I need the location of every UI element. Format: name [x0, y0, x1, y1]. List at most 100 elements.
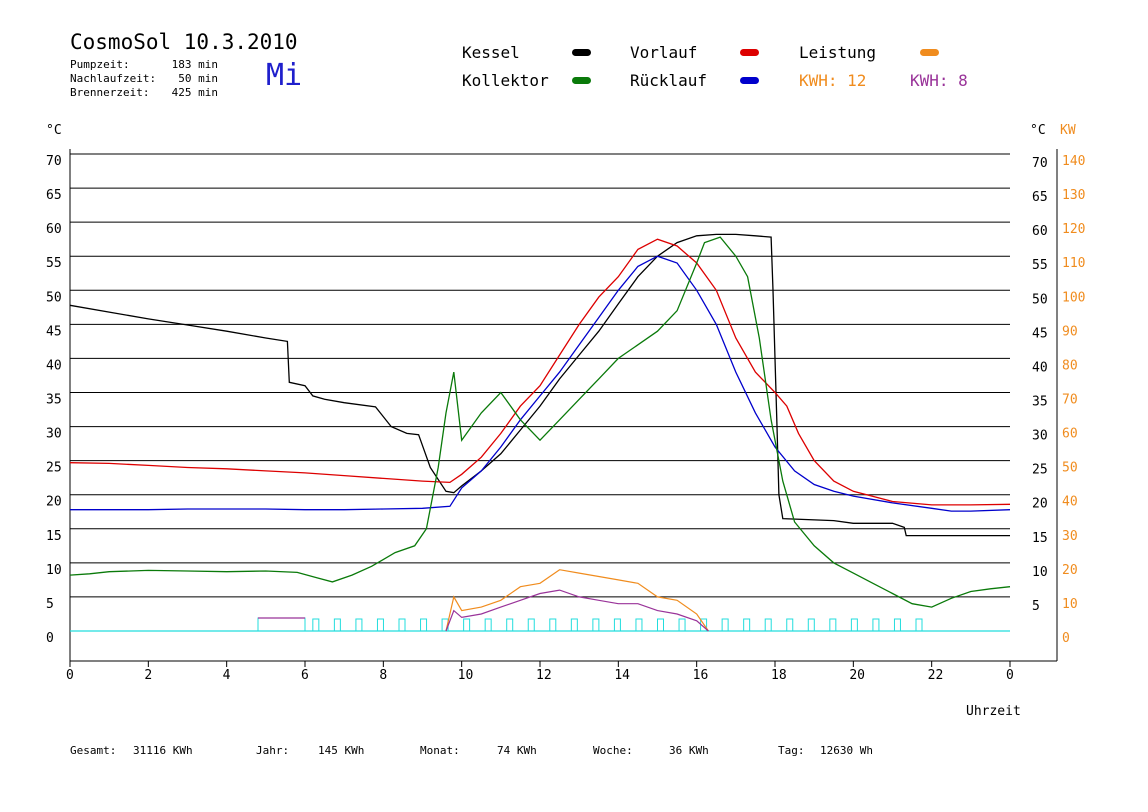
y-tick-label-right: 20 [1032, 497, 1048, 512]
pump-marker [721, 618, 729, 632]
x-tick-label: 4 [223, 668, 231, 683]
y-tick-label-kw: 100 [1062, 290, 1085, 305]
y-tick-label-right: 30 [1032, 429, 1048, 444]
pump-marker [786, 618, 794, 632]
pump-marker [807, 618, 815, 632]
y-tick-label-left: 15 [46, 529, 62, 544]
y-tick-label-kw: 0 [1062, 631, 1070, 646]
legend-kessel-label: Kessel [462, 43, 520, 62]
series-line-kollektor [69, 236, 1011, 608]
pump-marker [743, 618, 751, 632]
y-tick-label-right: 50 [1032, 292, 1048, 307]
y-axis-unit-right: °C [1030, 123, 1046, 138]
y-tick-label-kw: 10 [1062, 597, 1078, 612]
y-axis-unit-left: °C [46, 123, 62, 138]
y-tick-label-left: 60 [46, 222, 62, 237]
y-tick-label-right: 15 [1032, 531, 1048, 546]
pump-marker [829, 618, 837, 632]
y-tick-label-right: 10 [1032, 565, 1048, 580]
series-line-kessel [69, 233, 1010, 537]
y-axis-unit-kw: KW [1060, 123, 1076, 138]
brennerzeit-value: 425 min [171, 86, 218, 99]
legend-kollektor-swatch [572, 77, 591, 84]
legend-ruecklauf-swatch [740, 77, 759, 84]
footer-tag-value: 12630 Wh [820, 744, 873, 757]
pump-marker [872, 618, 880, 632]
y-tick-label-left: 50 [46, 290, 62, 305]
pump-marker [463, 618, 471, 632]
pump-marker [570, 618, 578, 632]
weekday-label: Mi [266, 58, 303, 93]
pump-marker [657, 618, 664, 632]
pump-marker [764, 618, 772, 632]
pump-marker [700, 618, 708, 632]
y-tick-label-kw: 20 [1062, 563, 1078, 578]
x-tick-label: 16 [693, 668, 709, 683]
series-line-leistung-2 [445, 589, 709, 632]
y-tick-label-left: 5 [46, 597, 54, 612]
x-tick-label: 2 [144, 668, 152, 683]
legend-leistung-label: Leistung [799, 43, 877, 62]
x-tick-label: 0 [66, 668, 74, 683]
pump-marker [893, 618, 901, 632]
y-tick-label-left: 35 [46, 393, 62, 408]
y-tick-label-left: 25 [46, 461, 62, 476]
y-tick-label-left: 40 [46, 358, 62, 373]
y-tick-label-right: 45 [1032, 326, 1048, 341]
pump-marker [484, 618, 492, 632]
footer-gesamt-label: Gesamt: [70, 744, 117, 757]
y-tick-label-right: 25 [1032, 463, 1048, 478]
nachlaufzeit-value: 50 min [178, 72, 218, 85]
pump-marker [527, 618, 535, 632]
pump-block-marker [257, 617, 306, 632]
pump-marker [549, 618, 557, 632]
y-tick-label-right: 5 [1032, 599, 1040, 614]
legend-leistung-swatch [920, 49, 939, 56]
x-tick-label: 18 [771, 668, 787, 683]
pump-marker [420, 618, 428, 632]
footer-jahr-value: 145 KWh [318, 744, 365, 757]
x-tick-label: 8 [379, 668, 387, 683]
pumpzeit-value: 183 min [171, 58, 218, 71]
footer-tag-label: Tag: [778, 744, 805, 757]
y-tick-label-kw: 70 [1062, 393, 1078, 408]
y-tick-label-right: 65 [1032, 190, 1048, 205]
kwh-purple-label: KWH: 8 [910, 71, 968, 90]
y-tick-label-right: 70 [1032, 156, 1048, 171]
chart-series [69, 233, 1011, 632]
y-tick-label-kw: 140 [1062, 154, 1085, 169]
footer-monat-label: Monat: [420, 744, 460, 757]
series-line-rcklauf [70, 255, 1011, 512]
x-tick-label: 0 [1006, 668, 1014, 683]
pump-marker [506, 618, 514, 632]
pump-marker [915, 618, 923, 632]
y-tick-label-left: 20 [46, 495, 62, 510]
y-tick-label-right: 35 [1032, 395, 1048, 410]
pump-marker [613, 618, 621, 632]
x-tick-label: 6 [301, 668, 309, 683]
pump-marker [592, 618, 600, 632]
x-tick-label: 20 [849, 668, 865, 683]
pump-marker [635, 618, 643, 632]
chart-grid [69, 149, 1058, 662]
y-tick-label-kw: 40 [1062, 495, 1078, 510]
pump-time-markers [70, 617, 1010, 632]
pump-marker [312, 618, 320, 632]
pump-marker [678, 618, 686, 632]
chart-title: CosmoSol 10.3.2010 [70, 30, 298, 54]
y-tick-label-left: 0 [46, 631, 54, 646]
y-tick-label-left: 30 [46, 427, 62, 442]
series-line-leistung [445, 569, 709, 632]
legend-kollektor-label: Kollektor [462, 71, 549, 90]
y-tick-label-kw: 90 [1062, 324, 1078, 339]
y-tick-label-kw: 110 [1062, 256, 1085, 271]
y-tick-label-kw: 50 [1062, 461, 1078, 476]
y-tick-label-kw: 130 [1062, 188, 1085, 203]
y-tick-label-right: 60 [1032, 224, 1048, 239]
pump-marker [333, 618, 341, 632]
y-tick-label-kw: 30 [1062, 529, 1078, 544]
footer-monat-value: 74 KWh [497, 744, 537, 757]
x-tick-label: 22 [928, 668, 944, 683]
